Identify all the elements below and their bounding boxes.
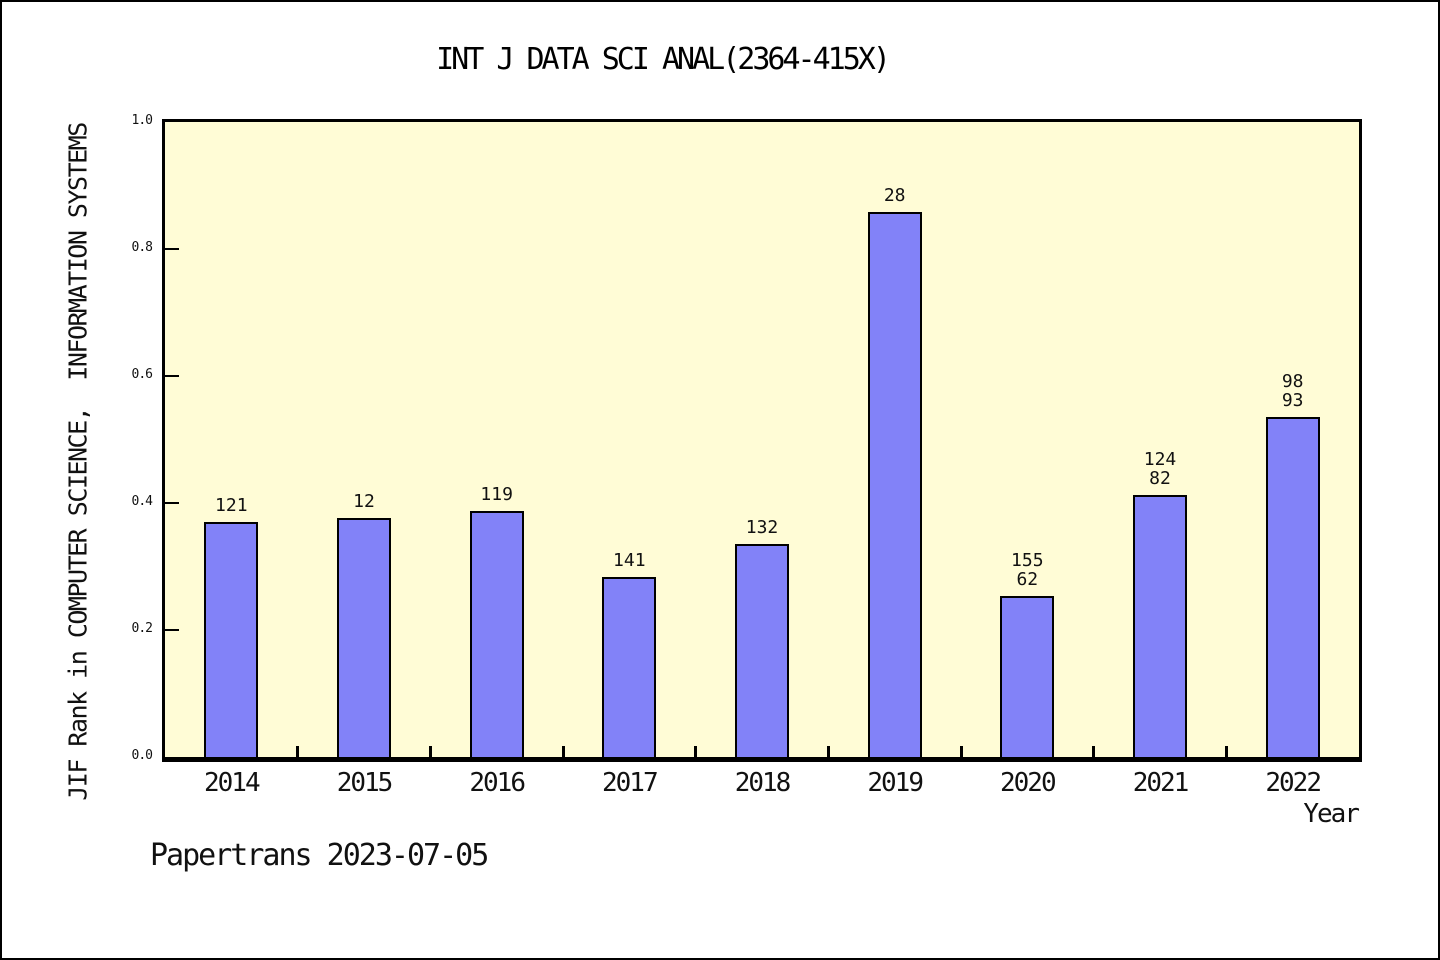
x-axis-tick-6: [959, 746, 963, 757]
x-axis-tick-2: [428, 746, 432, 757]
y-tick-label-0.4: 0.4: [131, 494, 153, 509]
x-axis-tick-4: [694, 746, 698, 757]
bar-value-label-2016: 119: [480, 484, 513, 505]
y-tick-label-0.0: 0.0: [131, 748, 153, 763]
bar-2015: [337, 518, 391, 757]
bar-value-label-2019: 28: [883, 185, 906, 206]
bar-2021: [1133, 495, 1187, 757]
footer-credit: Papertrans 2023-07-05: [150, 838, 489, 873]
x-tick-label-2020: 2020: [999, 768, 1057, 798]
y-axis-title: JIF Rank in COMPUTER SCIENCE, INFORMATIO…: [63, 123, 93, 801]
y-tick-label-0.2: 0.2: [131, 621, 153, 636]
y-axis-tick-0.4: [165, 502, 179, 504]
y-axis-tick-0.8: [165, 248, 179, 250]
y-axis-tick-0.2: [165, 629, 179, 631]
bar-2018: [735, 544, 789, 757]
x-tick-label-2016: 2016: [469, 768, 526, 798]
bar-value-label-2020: 155 62: [1011, 550, 1044, 590]
x-axis-title: Year: [1303, 799, 1360, 829]
x-tick-label-2015: 2015: [336, 768, 394, 798]
bar-2019: [867, 212, 922, 757]
bar-2017: [602, 577, 657, 757]
x-axis-tick-8: [1224, 746, 1228, 757]
y-tick-label-0.6: 0.6: [131, 367, 153, 382]
y-tick-label-1.0: 1.0: [131, 113, 153, 128]
bar-value-label-2018: 132: [745, 517, 779, 538]
plot-area: 121 12 119 141 132 28 155 62 124 82 98 93: [162, 119, 1362, 762]
x-tick-label-2018: 2018: [734, 768, 792, 798]
y-axis-tick-0.6: [165, 375, 179, 377]
x-axis-tick-3: [561, 746, 565, 757]
y-tick-label-0.8: 0.8: [131, 240, 153, 255]
bar-value-label-2022: 98 93: [1281, 371, 1304, 411]
x-tick-label-2019: 2019: [867, 768, 924, 798]
x-tick-label-2022: 2022: [1265, 768, 1322, 798]
bar-value-label-2015: 12: [353, 491, 375, 512]
bar-2020: [1000, 596, 1055, 757]
x-axis-tick-5: [826, 746, 830, 757]
bar-value-label-2017: 141: [613, 550, 646, 571]
x-axis-tick-1: [296, 746, 300, 757]
x-tick-label-2021: 2021: [1132, 768, 1190, 798]
bar-value-label-2021: 124 82: [1143, 449, 1177, 489]
bar-value-label-2014: 121: [215, 495, 248, 516]
x-tick-label-2017: 2017: [601, 768, 659, 798]
bar-2022: [1265, 417, 1320, 757]
bar-2014: [204, 522, 259, 757]
chart-title: INT J DATA SCI ANAL(2364-415X): [436, 42, 891, 77]
bar-2016: [469, 511, 524, 757]
x-tick-label-2014: 2014: [203, 768, 261, 798]
x-axis-tick-7: [1092, 746, 1096, 757]
